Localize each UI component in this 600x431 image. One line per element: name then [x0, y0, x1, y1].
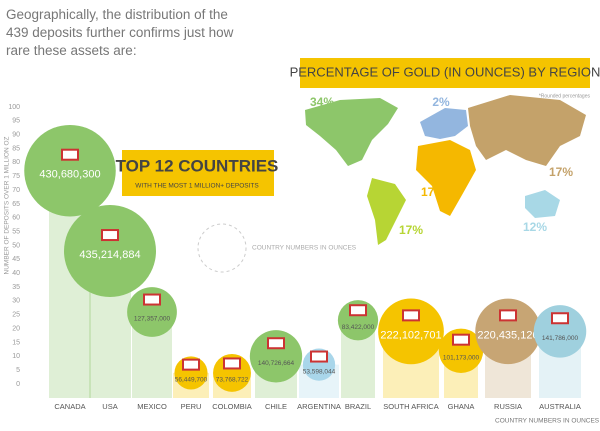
region-label: 17% [399, 223, 423, 237]
bubble [378, 298, 444, 365]
bubbles: 430,680,300 435,214,884 127,357,000 56,449,… [24, 124, 587, 392]
size-legend-label: COUNTRY NUMBERS IN OUNCES [252, 245, 357, 252]
y-tick-label: 100 [8, 104, 20, 111]
y-tick-label: 80 [12, 159, 20, 166]
bubble-label: 101,173,000 [443, 354, 480, 361]
bubble-label: 430,680,300 [39, 169, 100, 181]
region-label: 34% [310, 95, 334, 109]
map-note: *Rounded percentages [539, 93, 591, 99]
y-tick-label: 20 [12, 325, 20, 332]
y-tick-label: 60 [12, 215, 20, 222]
bubble-label: 56,449,700 [175, 377, 208, 384]
bubble [249, 330, 303, 383]
map-title: PERCENTAGE OF GOLD (IN OUNCES) BY REGION [290, 64, 600, 79]
flag [61, 148, 79, 161]
y-tick-label: 30 [12, 298, 20, 305]
x-tick-label: RUSSIA [494, 402, 522, 411]
size-legend-circle [197, 223, 247, 273]
region-label: 2% [432, 95, 450, 109]
y-tick-label: 70 [12, 187, 20, 194]
y-tick-label: 0 [16, 381, 20, 388]
bubble-label: 435,214,884 [79, 249, 140, 261]
y-tick-label: 95 [12, 118, 20, 125]
region-label: 17% [421, 185, 445, 199]
intro-text: Geographically, the distribution of the … [6, 7, 234, 58]
flag [267, 337, 285, 350]
region [416, 140, 476, 216]
bubble-label: 127,357,000 [134, 316, 171, 323]
flag [101, 229, 119, 242]
flag [452, 333, 470, 346]
y-tick-label: 15 [12, 339, 20, 346]
bubble [475, 298, 541, 365]
bubble [533, 305, 587, 358]
y-tick-label: 10 [12, 353, 20, 360]
x-tick-label: ARGENTINA [297, 402, 341, 411]
y-tick-label: 50 [12, 242, 20, 249]
y-tick-label: 35 [12, 284, 20, 291]
chart-title: TOP 12 COUNTRIES [116, 156, 279, 175]
y-tick-label: 40 [12, 270, 20, 277]
region [420, 108, 468, 139]
x-tick-label: PERU [181, 402, 202, 411]
y-tick-label: 25 [12, 312, 20, 319]
x-tick-label: COLOMBIA [212, 402, 252, 411]
flag [499, 309, 517, 322]
x-tick-label: USA [102, 402, 117, 411]
y-tick-label: 65 [12, 201, 20, 208]
x-tick-label: CHILE [265, 402, 287, 411]
bubble-label: 73,768,722 [216, 377, 249, 384]
y-axis-label: NUMBER OF DEPOSITS OVER 1 MILLION OZ [4, 136, 11, 274]
x-tick-label: CANADA [54, 402, 85, 411]
region [305, 98, 398, 166]
bubble [127, 287, 177, 337]
x-tick-label: BRAZIL [345, 402, 371, 411]
x-tick-label: GHANA [448, 402, 475, 411]
title-banner [122, 150, 274, 196]
flag [223, 357, 241, 370]
y-tick-label: 90 [12, 132, 20, 139]
region [367, 178, 406, 245]
bubble-label: 140,726,664 [258, 360, 295, 367]
bubble-label: 53,598,044 [303, 368, 336, 375]
chart-subtitle: WITH THE MOST 1 MILLION+ DEPOSITS [135, 183, 259, 190]
flag [310, 350, 328, 363]
y-tick-label: 75 [12, 173, 20, 180]
bubble [24, 124, 116, 217]
flag [349, 304, 367, 317]
x-tick-label: MEXICO [137, 402, 167, 411]
bubble [438, 328, 484, 373]
y-tick-label: 5 [16, 367, 20, 374]
bubble-label: 220,435,120 [477, 329, 538, 341]
y-tick-label: 55 [12, 228, 20, 235]
flag [402, 309, 420, 322]
map-title-banner [300, 58, 590, 88]
y-tick-label: 45 [12, 256, 20, 263]
y-tick-label: 85 [12, 145, 20, 152]
bubble-label: 222,102,701 [380, 329, 441, 341]
bubble [337, 300, 379, 341]
region [525, 190, 560, 218]
x-note: COUNTRY NUMBERS IN OUNCES [495, 418, 600, 425]
region-label: 12% [523, 220, 547, 234]
x-tick-label: SOUTH AFRICA [383, 402, 438, 411]
bubble-label: 83,422,000 [342, 324, 375, 331]
flag [551, 312, 569, 325]
region [468, 95, 586, 166]
x-tick-label: AUSTRALIA [539, 402, 581, 411]
flag [143, 293, 161, 306]
flag [182, 358, 200, 371]
bubble [213, 353, 251, 392]
bubble-label: 141,786,000 [542, 335, 579, 342]
bubble [64, 205, 156, 298]
region-label: 17% [549, 165, 573, 179]
